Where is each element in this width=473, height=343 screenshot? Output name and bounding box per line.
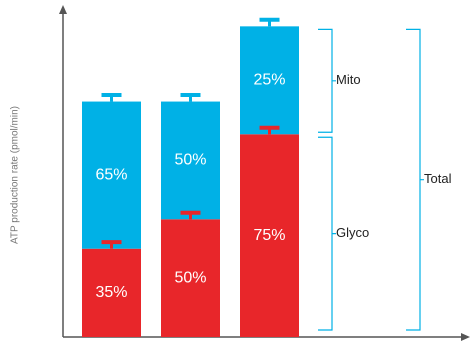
error-bar [101,240,122,249]
percent-label: 75% [253,227,285,244]
bracket-label: Mito [336,72,361,87]
error-bar [180,93,201,102]
bracket [318,28,336,133]
bracket [318,136,336,331]
y-axis-label: ATP production rate (pmol/min) [10,106,21,244]
percent-label: 50% [174,152,206,169]
y-axis-arrow [59,5,67,14]
error-bar [101,93,122,102]
error-bar [180,210,201,220]
percent-label: 25% [253,72,285,89]
error-bar [259,125,280,135]
bracket [406,28,424,331]
bar-segment [240,26,299,135]
bar-segment [161,101,220,220]
x-axis-arrow [461,333,470,341]
percent-label: 35% [95,284,127,301]
bar-segment [240,134,299,337]
percent-label: 65% [95,166,127,183]
bar-segment [82,248,141,337]
bar-segment [82,101,141,249]
percent-label: 50% [174,269,206,286]
bracket-label: Total [424,171,452,186]
bracket-label: Glyco [336,225,369,240]
error-bar [259,17,280,27]
bar-segment [161,219,220,337]
